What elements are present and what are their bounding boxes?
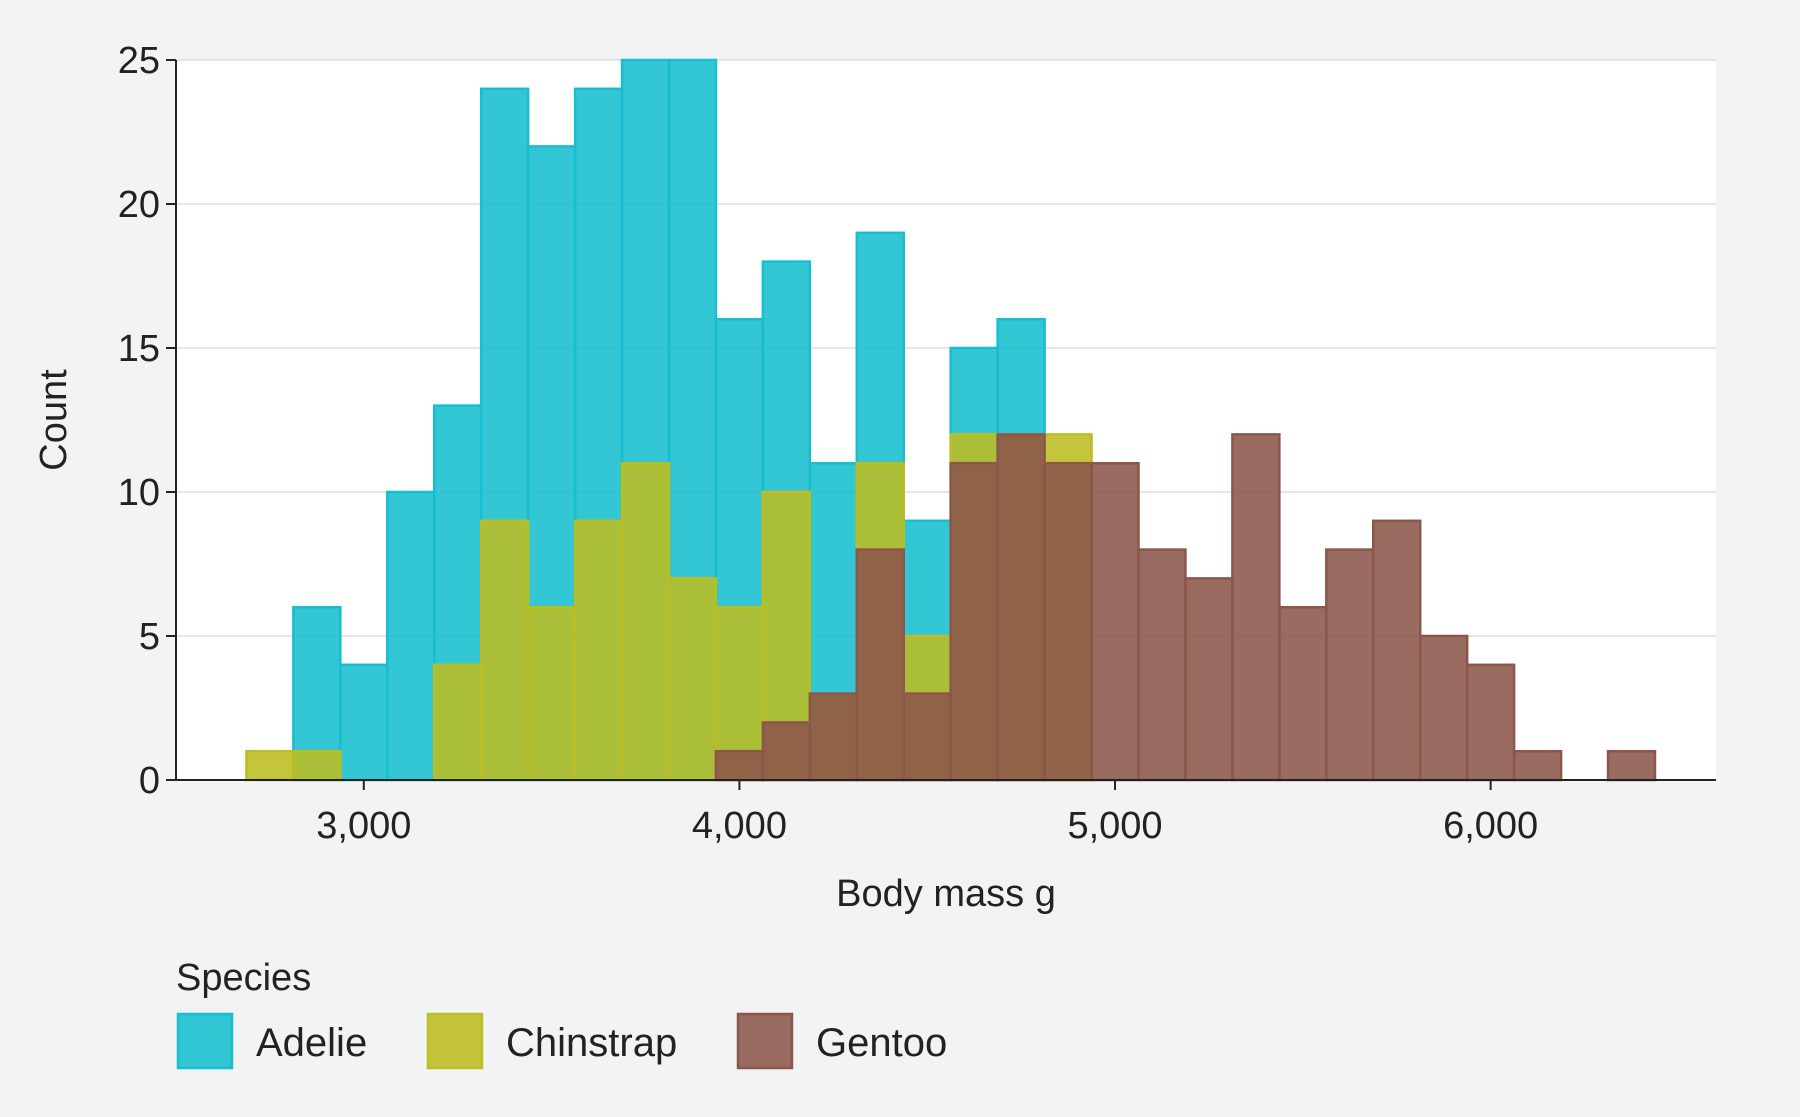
bar [386, 490, 436, 782]
bar [432, 663, 483, 782]
bar [761, 721, 812, 782]
bar [1090, 461, 1140, 782]
y-tick-label: 10 [118, 472, 160, 514]
legend-swatch [426, 1012, 484, 1070]
y-axis-title: Count [33, 369, 75, 471]
legend-item-chinstrap: Chinstrap [426, 1012, 677, 1070]
bar [1372, 519, 1422, 782]
x-tick-label: 3,000 [316, 805, 411, 847]
y-tick-label: 0 [139, 760, 160, 802]
y-tick-label: 5 [139, 616, 160, 658]
bar [902, 692, 952, 782]
legend-item-gentoo: Gentoo [736, 1012, 947, 1070]
bars [245, 58, 1657, 782]
bar [245, 749, 295, 782]
bar [1043, 461, 1093, 782]
bar [1278, 605, 1328, 782]
bar [1512, 749, 1563, 782]
legend-label: Chinstrap [506, 1021, 677, 1065]
y-tick-label: 15 [118, 328, 160, 370]
bar [808, 692, 859, 782]
legend-label: Gentoo [816, 1021, 947, 1065]
bar [714, 749, 765, 782]
bar [996, 433, 1046, 782]
legend-swatch [176, 1012, 234, 1070]
bar [1465, 663, 1516, 782]
bar [855, 548, 905, 782]
bar [1231, 433, 1281, 782]
x-axis-title: Body mass g [836, 873, 1056, 915]
bar [1184, 577, 1234, 782]
y-tick-label: 25 [118, 40, 160, 82]
legend-item-adelie: Adelie [176, 1012, 367, 1070]
y-tick-label: 20 [118, 184, 160, 226]
series-gentoo [714, 433, 1657, 782]
x-tick-label: 4,000 [692, 805, 787, 847]
bar [620, 461, 671, 782]
x-tick-label: 6,000 [1443, 805, 1538, 847]
legend: Adelie Chinstrap Gentoo [176, 1012, 947, 1070]
legend-label: Adelie [256, 1021, 367, 1065]
x-tick-label: 5,000 [1067, 805, 1162, 847]
bar [949, 461, 999, 782]
bar [1606, 749, 1657, 782]
bar [479, 519, 530, 782]
bar [339, 663, 389, 782]
bar [292, 749, 342, 782]
legend-title: Species [176, 957, 311, 999]
bar [1137, 548, 1187, 782]
bar [526, 605, 577, 782]
bar [1325, 548, 1375, 782]
legend-swatch [736, 1012, 794, 1070]
bar [1418, 634, 1469, 782]
axes: 0 5 10 15 20 25 3,000 4,000 5,000 6,000 [118, 40, 1716, 847]
bar [573, 519, 624, 782]
bar [667, 577, 718, 782]
